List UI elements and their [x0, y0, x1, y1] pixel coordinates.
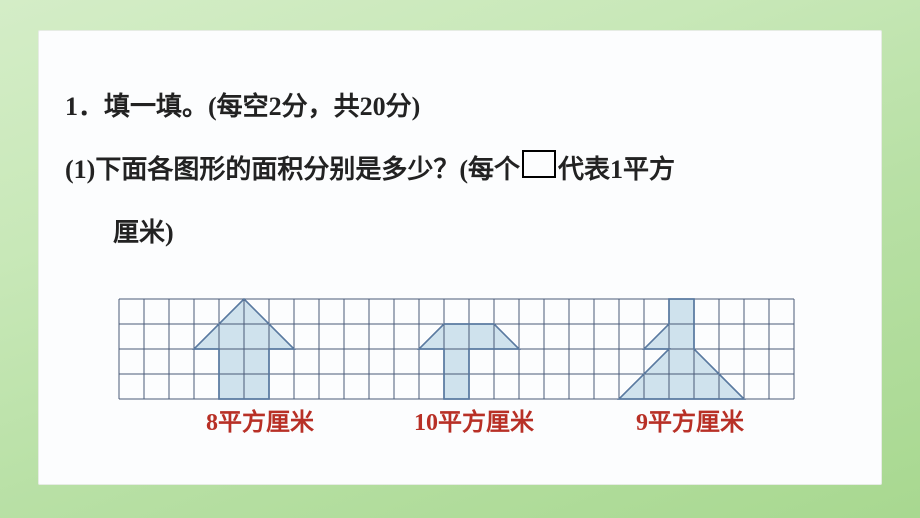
- answer-2: 10平方厘米: [414, 402, 534, 437]
- question-sub-line: (1)下面各图形的面积分别是多少？(每个 代表1平方: [65, 149, 850, 186]
- answer-3: 9平方厘米: [636, 402, 744, 437]
- grid-figure: [118, 298, 795, 405]
- grid-svg: [118, 298, 795, 400]
- question-text-cont: 厘米): [113, 212, 850, 249]
- unit-square-icon: [522, 150, 556, 178]
- question-text-after: 代表1平方: [558, 149, 675, 186]
- question-block: 1．填一填。(每空2分，共20分) (1)下面各图形的面积分别是多少？(每个 代…: [65, 86, 850, 249]
- question-number-line: 1．填一填。(每空2分，共20分): [65, 86, 850, 123]
- answer-1: 8平方厘米: [206, 402, 314, 437]
- question-text-before: (1)下面各图形的面积分别是多少？(每个: [65, 149, 520, 186]
